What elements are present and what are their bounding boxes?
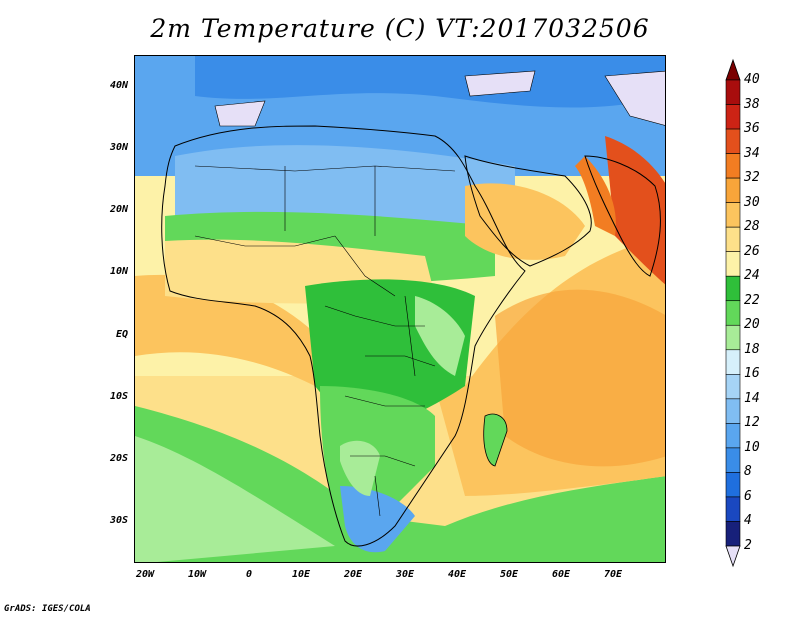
europe-cold	[195, 56, 665, 108]
lon-label-20e: 20E	[343, 569, 363, 580]
colorbar-swatch	[725, 521, 741, 547]
colorbar-level-label: 6	[744, 488, 752, 504]
colorbar-swatch	[725, 324, 741, 351]
lat-label-20n: 20N	[109, 204, 128, 215]
colorbar	[725, 58, 741, 568]
lat-label-30n: 30N	[109, 142, 128, 153]
colorbar-level-label: 18	[744, 341, 760, 357]
colorbar-level-label: 16	[744, 366, 760, 382]
colorbar-level-label: 14	[744, 390, 760, 406]
colorbar-level-label: 28	[744, 219, 760, 235]
colorbar-level-label: 40	[744, 72, 760, 87]
colorbar-swatch	[725, 300, 741, 326]
lon-label-60e: 60E	[551, 569, 571, 580]
india-outline	[584, 155, 661, 277]
lon-label-10e: 10E	[291, 569, 311, 580]
colorbar-swatch	[725, 226, 741, 252]
colorbar-swatch	[725, 251, 741, 277]
colorbar-swatch	[725, 153, 741, 179]
colorbar-level-label: 32	[744, 170, 760, 186]
africa-outline	[161, 125, 526, 547]
colorbar-level-label: 36	[744, 121, 760, 137]
lon-label-70e: 70E	[603, 569, 623, 580]
colorbar-swatch	[725, 496, 741, 522]
colorbar-swatch	[725, 275, 741, 302]
colorbar-level-label: 22	[744, 292, 760, 308]
indian-ocean-warm	[495, 289, 665, 467]
credit-text: GrADS: IGES/COLA	[4, 604, 91, 614]
colorbar-swatch	[725, 177, 741, 203]
colorbar-swatch	[725, 79, 741, 105]
lat-label-10n: 10N	[109, 266, 128, 277]
india-warm	[575, 156, 616, 236]
colorbar-level-label: 2	[744, 538, 752, 553]
south-lightgreen-band	[135, 436, 335, 562]
colorbar-level-label: 10	[744, 439, 760, 455]
chart-title: 2m Temperature (C) VT:2017032506	[150, 14, 650, 43]
south-africa-cool	[340, 486, 415, 553]
lon-label-10w: 10W	[187, 569, 207, 580]
colorbar-level-label: 34	[744, 145, 760, 161]
kalahari-light	[340, 440, 380, 496]
temperature-map	[134, 55, 666, 563]
turkey-snow	[464, 70, 536, 97]
lat-label-eq: EQ	[115, 329, 128, 340]
lon-label-0: 0	[245, 569, 253, 580]
madagascar	[483, 413, 508, 467]
colorbar-swatch	[725, 423, 741, 449]
colorbar-swatch	[725, 349, 741, 375]
india-hot	[605, 136, 665, 285]
lat-label-10s: 10S	[109, 391, 128, 402]
lon-label-20w: 20W	[135, 569, 155, 580]
colorbar-swatch	[725, 447, 741, 473]
colorbar-swatch	[725, 128, 741, 154]
lat-label-30s: 30S	[109, 515, 128, 526]
colorbar-swatch	[725, 398, 741, 424]
atlas-snow	[214, 100, 266, 127]
colorbar-level-label: 4	[744, 513, 752, 529]
colorbar-level-label: 30	[744, 194, 760, 210]
colorbar-level-label: 38	[744, 96, 760, 112]
arabia-warm	[465, 183, 585, 260]
colorbar-top-arrow	[725, 58, 741, 81]
colorbar-level-label: 24	[744, 268, 760, 284]
colorbar-swatch	[725, 472, 741, 498]
colorbar-level-label: 12	[744, 415, 760, 431]
colorbar-level-label: 20	[744, 317, 760, 333]
lon-label-30e: 30E	[395, 569, 415, 580]
colorbar-swatch	[725, 104, 741, 130]
colorbar-level-label: 8	[744, 464, 752, 480]
lon-label-50e: 50E	[499, 569, 519, 580]
lat-label-20s: 20S	[109, 453, 128, 464]
colorbar-bottom-arrow	[725, 545, 741, 568]
colorbar-swatch	[725, 202, 741, 228]
colorbar-swatch	[725, 374, 741, 400]
country-borders	[194, 165, 456, 517]
himalaya-snow	[604, 70, 665, 126]
colorbar-level-label: 26	[744, 243, 760, 259]
lon-label-40e: 40E	[447, 569, 467, 580]
map-canvas	[135, 56, 665, 562]
arabia-outline	[464, 155, 592, 267]
east-africa-mixed	[415, 296, 465, 376]
lat-label-40n: 40N	[109, 80, 128, 91]
